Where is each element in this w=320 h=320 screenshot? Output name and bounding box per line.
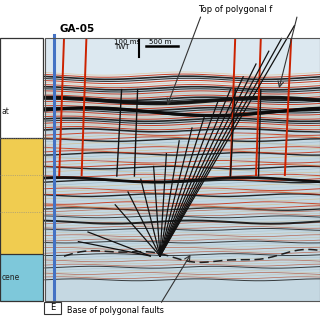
Bar	[45, 38, 320, 86]
Bar	[0, 138, 43, 253]
Text: Base of polygonal faults: Base of polygonal faults	[67, 306, 164, 315]
Text: Top of polygonal f: Top of polygonal f	[198, 5, 273, 14]
Text: 500 m: 500 m	[149, 39, 171, 44]
Bar	[0, 253, 43, 301]
Bar	[45, 38, 320, 301]
Bar	[44, 302, 61, 314]
Text: 100 ms: 100 ms	[114, 39, 140, 45]
Text: TWT: TWT	[114, 44, 129, 50]
Text: GA-05: GA-05	[59, 24, 94, 34]
Text: E: E	[50, 303, 55, 312]
Text: at: at	[1, 108, 9, 116]
Text: cene: cene	[1, 273, 20, 282]
Bar	[0, 38, 43, 138]
Bar	[45, 38, 320, 301]
Bar	[0, 38, 43, 301]
